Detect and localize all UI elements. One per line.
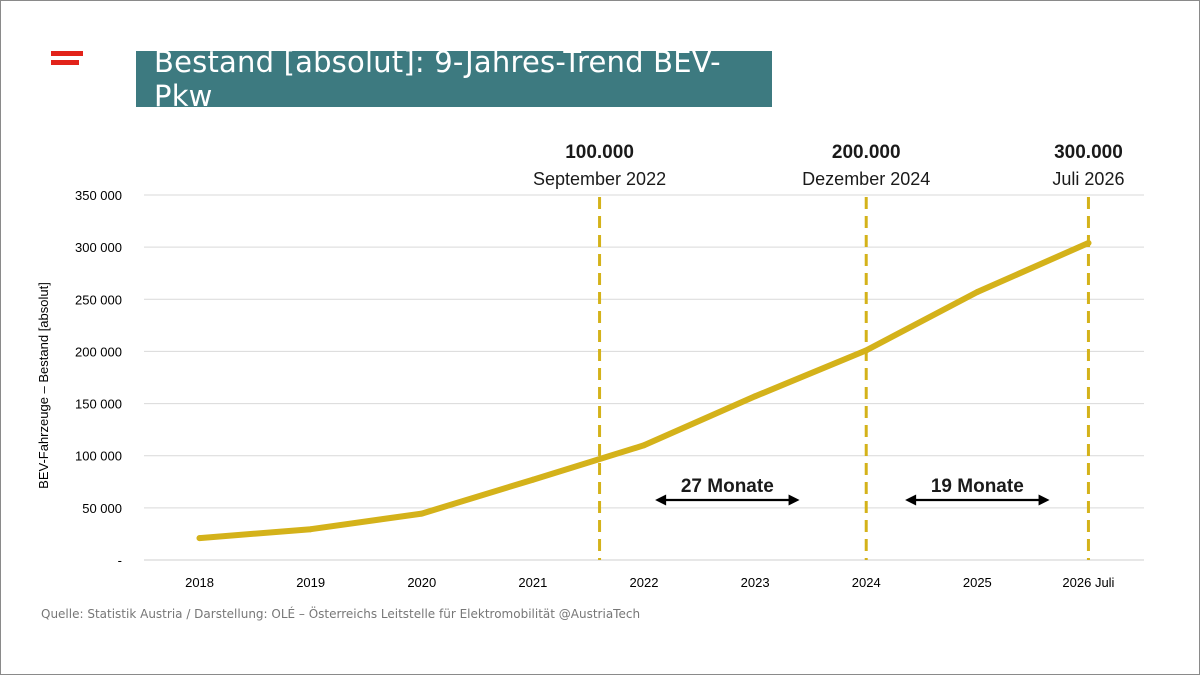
milestone-date: Dezember 2024 (802, 169, 930, 189)
x-tick-label: 2025 (963, 575, 992, 590)
title-banner: Bestand [absolut]: 9-Jahres-Trend BEV-Pk… (136, 45, 772, 113)
interval-arrow-head-right (1038, 494, 1050, 506)
interval-label: 27 Monate (681, 476, 774, 497)
flag-stripe-top (51, 51, 83, 56)
y-tick-label: 200 000 (75, 344, 122, 359)
y-tick-label: 150 000 (75, 397, 122, 412)
x-tick-label: 2022 (630, 575, 659, 590)
y-tick-label: 100 000 (75, 449, 122, 464)
interval-arrow-head-left (905, 494, 917, 506)
x-tick-label: 2024 (852, 575, 881, 590)
x-tick-label: 2023 (741, 575, 770, 590)
y-tick-label: - (118, 553, 122, 568)
interval-label: 19 Monate (931, 476, 1024, 497)
milestone-date: September 2022 (533, 169, 666, 189)
x-tick-label: 2020 (407, 575, 436, 590)
y-tick-label: 50 000 (82, 501, 122, 516)
data-point (752, 393, 759, 400)
y-tick-label: 250 000 (75, 292, 122, 307)
milestone-date: Juli 2026 (1052, 169, 1124, 189)
y-tick-label: 300 000 (75, 240, 122, 255)
data-point (307, 526, 314, 533)
source-note: Quelle: Statistik Austria / Darstellung:… (41, 607, 641, 621)
milestone-value: 300.000 (1054, 142, 1123, 163)
data-point (418, 510, 425, 517)
data-point (863, 347, 870, 354)
austria-flag-logo (51, 51, 83, 69)
interval-arrow-head-left (655, 494, 667, 506)
data-point (1085, 239, 1092, 246)
data-point (641, 442, 647, 449)
x-tick-label: 2026 Juli (1062, 575, 1114, 590)
interval-arrow-head-right (788, 494, 800, 506)
flag-stripe-bottom (51, 60, 79, 65)
y-axis-label: BEV-Fahrzeuge – Bestand [absolut] (36, 282, 51, 489)
y-tick-label: 350 000 (75, 188, 122, 203)
x-tick-label: 2018 (185, 575, 214, 590)
x-tick-label: 2019 (296, 575, 325, 590)
data-point (974, 288, 981, 295)
milestone-value: 100.000 (565, 142, 634, 163)
data-point (196, 535, 203, 542)
milestone-value: 200.000 (832, 142, 901, 163)
chart-title: Bestand [absolut]: 9-Jahres-Trend BEV-Pk… (154, 45, 721, 113)
data-point (529, 476, 536, 483)
x-tick-label: 2021 (518, 575, 547, 590)
